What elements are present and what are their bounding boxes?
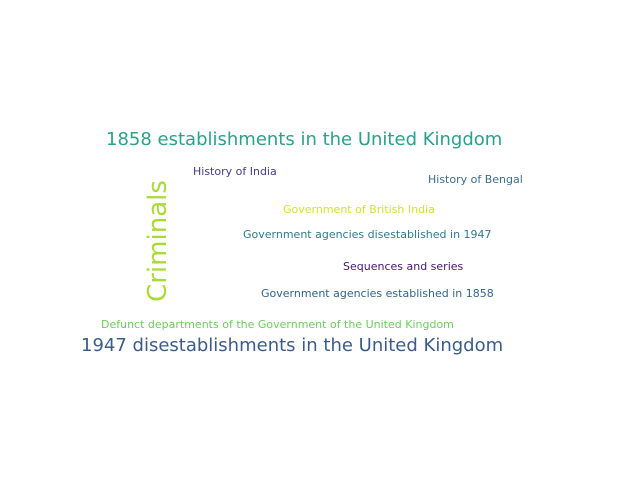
word-criminals-text: Criminals (143, 180, 173, 302)
word-sequences-and-series: Sequences and series (343, 260, 464, 273)
word-history-of-bengal: History of Bengal (428, 173, 523, 186)
word-agencies-established-1858: Government agencies established in 1858 (261, 287, 494, 300)
word-criminals: Criminals (143, 162, 173, 320)
word-agencies-disestablished-1947: Government agencies disestablished in 19… (243, 228, 492, 241)
word-1858-establishments: 1858 establishments in the United Kingdo… (106, 129, 503, 150)
word-history-of-india: History of India (193, 165, 277, 178)
word-government-of-british-india: Government of British India (283, 203, 435, 216)
word-1947-disestablishments: 1947 disestablishments in the United Kin… (81, 335, 504, 356)
word-defunct-departments: Defunct departments of the Government of… (101, 318, 454, 331)
